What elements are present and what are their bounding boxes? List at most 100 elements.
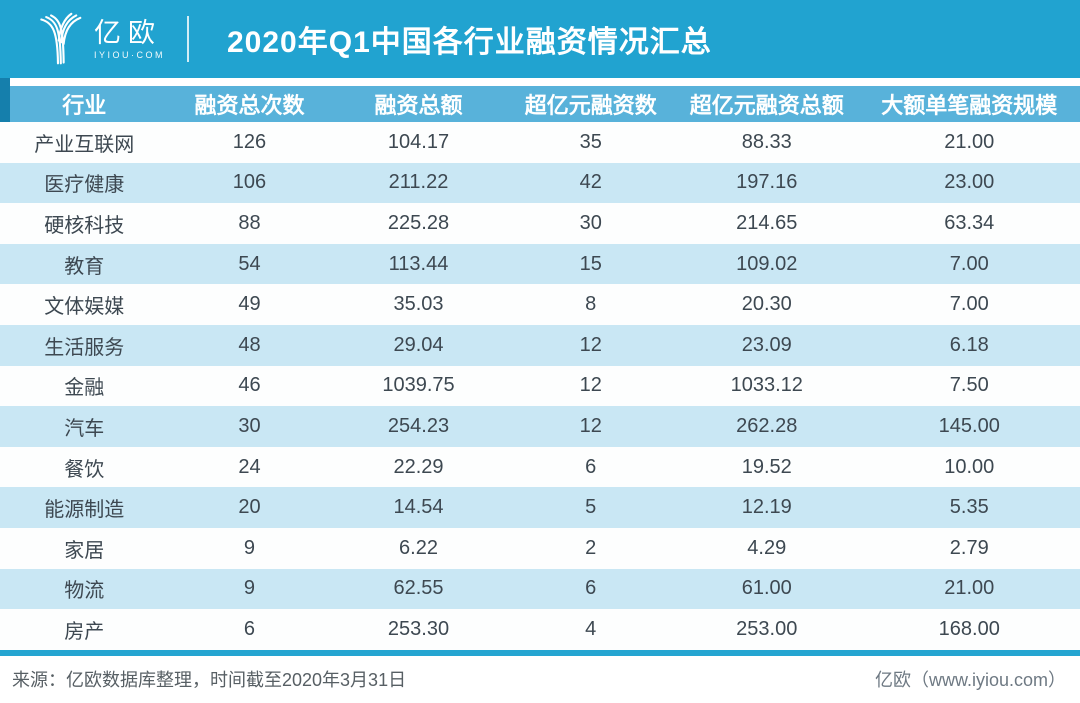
logo-text: 亿欧 IYIOU·COM bbox=[94, 18, 165, 60]
table-row: 汽车 30 254.23 12 262.28 145.00 bbox=[0, 406, 1080, 447]
value-cell: 48 bbox=[238, 333, 261, 356]
table-row: 餐饮 24 22.29 6 19.52 10.00 bbox=[0, 446, 1080, 488]
financing-table: 行业 融资总次数 融资总额 超亿元融资数 超亿元融资总额 大额单笔融资规模 产业… bbox=[0, 86, 1080, 650]
value-cell: 6.22 bbox=[399, 536, 438, 559]
value-cell: 35.03 bbox=[393, 293, 444, 316]
table-row: 能源制造 20 14.54 5 12.19 5.35 bbox=[0, 487, 1080, 528]
banner-divider bbox=[187, 16, 189, 62]
credit-note: 亿欧（www.iyiou.com） bbox=[874, 670, 1066, 691]
value-cell: 30 bbox=[579, 211, 602, 234]
industry-cell: 生活服务 bbox=[44, 336, 125, 359]
value-cell: 214.65 bbox=[736, 211, 798, 234]
value-cell: 61.00 bbox=[741, 577, 792, 600]
value-cell: 20.30 bbox=[741, 293, 792, 316]
table-row: 物流 9 62.55 6 61.00 21.00 bbox=[0, 568, 1080, 610]
value-cell: 254.23 bbox=[387, 414, 450, 437]
value-cell: 54 bbox=[238, 252, 261, 275]
value-cell: 24 bbox=[238, 455, 261, 478]
table-row: 家居 9 6.22 2 4.29 2.79 bbox=[0, 527, 1080, 569]
value-cell: 106 bbox=[232, 171, 267, 194]
value-cell: 6 bbox=[585, 455, 597, 478]
iyiou-logo: 亿欧 IYIOU·COM bbox=[34, 10, 165, 68]
column-header-total-deals: 融资总次数 bbox=[194, 93, 305, 118]
top-banner: 亿欧 IYIOU·COM 2020年Q1中国各行业融资情况汇总 bbox=[0, 0, 1080, 78]
table-row: 金融 46 1039.75 12 1033.12 7.50 bbox=[0, 365, 1080, 407]
value-cell: 4.29 bbox=[747, 536, 787, 559]
value-cell: 168.00 bbox=[938, 617, 1000, 640]
value-cell: 2 bbox=[585, 536, 597, 559]
value-cell: 7.00 bbox=[949, 252, 989, 275]
value-cell: 62.55 bbox=[393, 577, 444, 600]
value-cell: 126 bbox=[232, 130, 267, 153]
iyiou-sheaf-icon bbox=[40, 12, 82, 65]
value-cell: 2.79 bbox=[949, 536, 989, 559]
value-cell: 8 bbox=[585, 293, 597, 316]
value-cell: 88 bbox=[238, 211, 261, 234]
table-row: 教育 54 113.44 15 109.02 7.00 bbox=[0, 243, 1080, 285]
column-header-largest-single: 大额单笔融资规模 bbox=[881, 93, 1058, 118]
value-cell: 19.52 bbox=[741, 455, 792, 478]
industry-cell: 金融 bbox=[64, 377, 105, 400]
value-cell: 9 bbox=[243, 536, 256, 559]
table-row: 文体娱媒 49 35.03 8 20.30 7.00 bbox=[0, 284, 1080, 325]
banner-table-gap bbox=[0, 78, 1080, 86]
logo-domain: IYIOU·COM bbox=[94, 50, 165, 60]
value-cell: 1039.75 bbox=[382, 374, 455, 397]
value-cell: 12 bbox=[579, 414, 602, 437]
industry-cell: 产业互联网 bbox=[34, 133, 135, 156]
industry-cell: 医疗健康 bbox=[44, 174, 125, 197]
bottom-rule bbox=[0, 649, 1080, 656]
logo-name: 亿欧 bbox=[94, 18, 162, 48]
table-row: 硬核科技 88 225.28 30 214.65 63.34 bbox=[0, 203, 1080, 244]
column-header-over100m-amount: 超亿元融资总额 bbox=[689, 93, 844, 118]
value-cell: 225.28 bbox=[387, 211, 450, 234]
value-cell: 49 bbox=[238, 293, 261, 316]
value-cell: 6 bbox=[243, 617, 256, 640]
table-row: 房产 6 253.30 4 253.00 168.00 bbox=[0, 609, 1080, 650]
value-cell: 12 bbox=[579, 374, 602, 397]
value-cell: 21.00 bbox=[944, 577, 995, 600]
industry-cell: 物流 bbox=[64, 580, 105, 603]
value-cell: 253.00 bbox=[736, 617, 798, 640]
industry-cell: 家居 bbox=[64, 539, 105, 562]
value-cell: 20 bbox=[238, 496, 261, 519]
value-cell: 197.16 bbox=[736, 171, 798, 194]
industry-cell: 汽车 bbox=[64, 417, 105, 440]
footer: 来源：亿欧数据库整理，时间截至2020年3月31日 亿欧（www.iyiou.c… bbox=[0, 655, 1080, 703]
value-cell: 113.44 bbox=[388, 252, 449, 275]
value-cell: 5.35 bbox=[949, 496, 989, 519]
value-cell: 42 bbox=[579, 171, 602, 194]
value-cell: 211.22 bbox=[388, 171, 449, 194]
industry-cell: 教育 bbox=[64, 255, 105, 278]
value-cell: 12.19 bbox=[741, 496, 792, 519]
column-header-total-amount: 融资总额 bbox=[374, 93, 463, 118]
industry-cell: 房产 bbox=[64, 620, 105, 643]
table-row: 医疗健康 106 211.22 42 197.16 23.00 bbox=[0, 162, 1080, 204]
value-cell: 35 bbox=[579, 130, 602, 153]
value-cell: 262.28 bbox=[736, 414, 798, 437]
value-cell: 6 bbox=[585, 577, 597, 600]
value-cell: 63.34 bbox=[944, 211, 995, 234]
value-cell: 104.17 bbox=[387, 130, 450, 153]
page-title: 2020年Q1中国各行业融资情况汇总 bbox=[227, 26, 712, 59]
table-header-row: 行业 融资总次数 融资总额 超亿元融资数 超亿元融资总额 大额单笔融资规模 bbox=[0, 86, 1080, 122]
industry-cell: 硬核科技 bbox=[44, 214, 125, 237]
value-cell: 145.00 bbox=[938, 414, 1000, 437]
value-cell: 46 bbox=[238, 374, 261, 397]
table-row: 生活服务 48 29.04 12 23.09 6.18 bbox=[0, 324, 1080, 366]
column-header-industry: 行业 bbox=[62, 93, 107, 118]
value-cell: 7.00 bbox=[949, 293, 989, 316]
value-cell: 30 bbox=[238, 414, 261, 437]
value-cell: 29.04 bbox=[393, 333, 444, 356]
value-cell: 5 bbox=[585, 496, 597, 519]
column-header-over100m-deals: 超亿元融资数 bbox=[524, 93, 657, 118]
value-cell: 7.50 bbox=[949, 374, 989, 397]
value-cell: 1033.12 bbox=[730, 374, 803, 397]
source-note: 来源：亿欧数据库整理，时间截至2020年3月31日 bbox=[12, 670, 407, 691]
value-cell: 12 bbox=[579, 333, 602, 356]
value-cell: 4 bbox=[585, 617, 597, 640]
value-cell: 23.09 bbox=[741, 333, 792, 356]
value-cell: 6.18 bbox=[949, 333, 989, 356]
value-cell: 88.33 bbox=[741, 130, 792, 153]
